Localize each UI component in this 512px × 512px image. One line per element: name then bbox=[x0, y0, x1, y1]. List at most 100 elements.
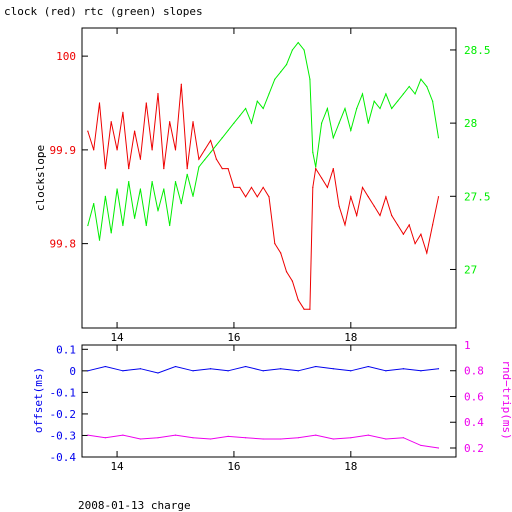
bottom-y-ticks: -0.4 -0.3 -0.2 -0.1 0 0.1 bbox=[50, 343, 88, 464]
data-point-rtc bbox=[414, 93, 416, 95]
data-point-rtc bbox=[379, 107, 381, 110]
data-point-rtc bbox=[291, 49, 293, 51]
data-point-clock bbox=[186, 168, 188, 170]
data-point-offset bbox=[245, 365, 247, 368]
y-tick-label: -0.1 bbox=[50, 386, 77, 399]
data-point-rtc bbox=[128, 181, 130, 183]
data-point-clock bbox=[303, 308, 305, 310]
data-point-rtc bbox=[116, 188, 118, 190]
y2-tick-label: 0.8 bbox=[464, 365, 484, 378]
data-point-clock bbox=[87, 130, 89, 132]
data-point-rtc bbox=[268, 93, 270, 95]
series-line-clock bbox=[87, 84, 439, 310]
data-point-clock bbox=[256, 196, 258, 198]
data-point-clock bbox=[262, 186, 264, 188]
data-point-clock bbox=[233, 186, 235, 188]
data-point-rtc bbox=[326, 107, 329, 110]
data-point-clock bbox=[332, 168, 334, 170]
bottom-y2-axis-label: rnd−trip(ms) bbox=[500, 360, 512, 439]
data-point-rnd-trip bbox=[297, 437, 299, 439]
y-tick-label: 0.1 bbox=[56, 343, 76, 356]
data-point-clock bbox=[93, 149, 95, 151]
data-point-rnd-trip bbox=[209, 438, 212, 440]
data-point-rtc bbox=[163, 188, 165, 190]
y2-tick-label: 28 bbox=[464, 117, 477, 130]
data-point-rnd-trip bbox=[350, 437, 352, 439]
data-point-clock bbox=[396, 224, 399, 226]
series-line-offset bbox=[87, 365, 439, 374]
data-point-rtc bbox=[373, 100, 375, 102]
y2-tick-label: 0.2 bbox=[464, 442, 484, 455]
bottom-plot-frame bbox=[81, 344, 457, 458]
top-plot-frame bbox=[81, 27, 457, 329]
data-point-rtc bbox=[396, 100, 399, 102]
data-point-rnd-trip bbox=[157, 437, 159, 439]
y2-tick-label: 0.4 bbox=[464, 416, 484, 429]
data-point-rtc bbox=[110, 232, 112, 234]
data-point-rtc bbox=[367, 122, 369, 124]
data-point-offset bbox=[315, 365, 317, 368]
data-point-clock bbox=[157, 93, 159, 95]
data-point-offset bbox=[297, 370, 299, 372]
data-point-clock bbox=[391, 214, 393, 217]
data-point-clock bbox=[245, 196, 247, 198]
data-point-rtc bbox=[157, 210, 159, 212]
data-point-rnd-trip bbox=[174, 434, 177, 436]
data-point-rtc bbox=[426, 85, 428, 88]
data-point-offset bbox=[174, 365, 177, 368]
data-point-clock bbox=[338, 205, 340, 207]
data-point-rtc bbox=[437, 137, 440, 139]
data-point-rtc bbox=[297, 42, 299, 44]
data-point-rtc bbox=[239, 115, 241, 117]
data-point-rtc bbox=[98, 239, 101, 241]
data-point-rnd-trip bbox=[385, 438, 387, 440]
y2-tick-label: 1 bbox=[464, 339, 471, 352]
y2-tick-label: 27 bbox=[464, 263, 477, 276]
data-point-rtc bbox=[139, 188, 142, 190]
data-point-rnd-trip bbox=[315, 434, 317, 436]
data-point-rtc bbox=[274, 78, 276, 80]
data-point-clock bbox=[285, 271, 288, 273]
data-point-clock bbox=[268, 196, 270, 198]
data-point-clock bbox=[320, 177, 323, 179]
data-point-rnd-trip bbox=[262, 438, 264, 440]
data-point-offset bbox=[402, 368, 405, 370]
data-point-rtc bbox=[285, 63, 288, 66]
bottom-y2-ticks: 0.2 0.4 0.6 0.8 1 bbox=[450, 339, 484, 455]
data-point-clock bbox=[215, 158, 218, 160]
series-line-rnd-trip bbox=[87, 434, 439, 449]
data-point-clock bbox=[174, 149, 177, 151]
data-point-clock bbox=[420, 233, 422, 235]
bottom-series bbox=[87, 365, 440, 449]
data-point-clock bbox=[116, 149, 118, 151]
data-point-clock bbox=[291, 280, 293, 282]
data-point-rtc bbox=[402, 93, 405, 95]
y-tick-label: -0.3 bbox=[50, 429, 77, 442]
data-point-offset bbox=[122, 370, 124, 372]
data-point-clock bbox=[356, 214, 358, 217]
data-point-rnd-trip bbox=[227, 435, 229, 438]
data-point-rtc bbox=[309, 78, 311, 80]
y-tick-label: 100 bbox=[56, 50, 76, 63]
data-point-offset bbox=[157, 372, 159, 374]
data-point-offset bbox=[367, 365, 369, 368]
data-point-rtc bbox=[320, 122, 323, 124]
data-point-offset bbox=[332, 368, 334, 370]
data-point-clock bbox=[169, 121, 171, 123]
data-point-clock bbox=[367, 196, 369, 198]
data-point-clock bbox=[198, 158, 200, 160]
data-point-clock bbox=[227, 168, 229, 170]
data-point-rtc bbox=[338, 122, 340, 124]
y-tick-label: -0.2 bbox=[50, 408, 77, 421]
data-point-clock bbox=[122, 111, 124, 113]
chart-title: clock (red) rtc (green) slopes bbox=[4, 5, 203, 18]
top-y-axis-label: clockslope bbox=[34, 145, 47, 211]
data-point-offset bbox=[350, 370, 352, 372]
data-point-rtc bbox=[198, 166, 200, 168]
data-point-clock bbox=[437, 196, 440, 198]
data-point-clock bbox=[344, 224, 346, 226]
data-point-rtc bbox=[385, 93, 387, 95]
data-point-clock bbox=[312, 186, 314, 188]
x-tick-label: 14 bbox=[110, 331, 124, 344]
data-point-rnd-trip bbox=[139, 438, 142, 440]
